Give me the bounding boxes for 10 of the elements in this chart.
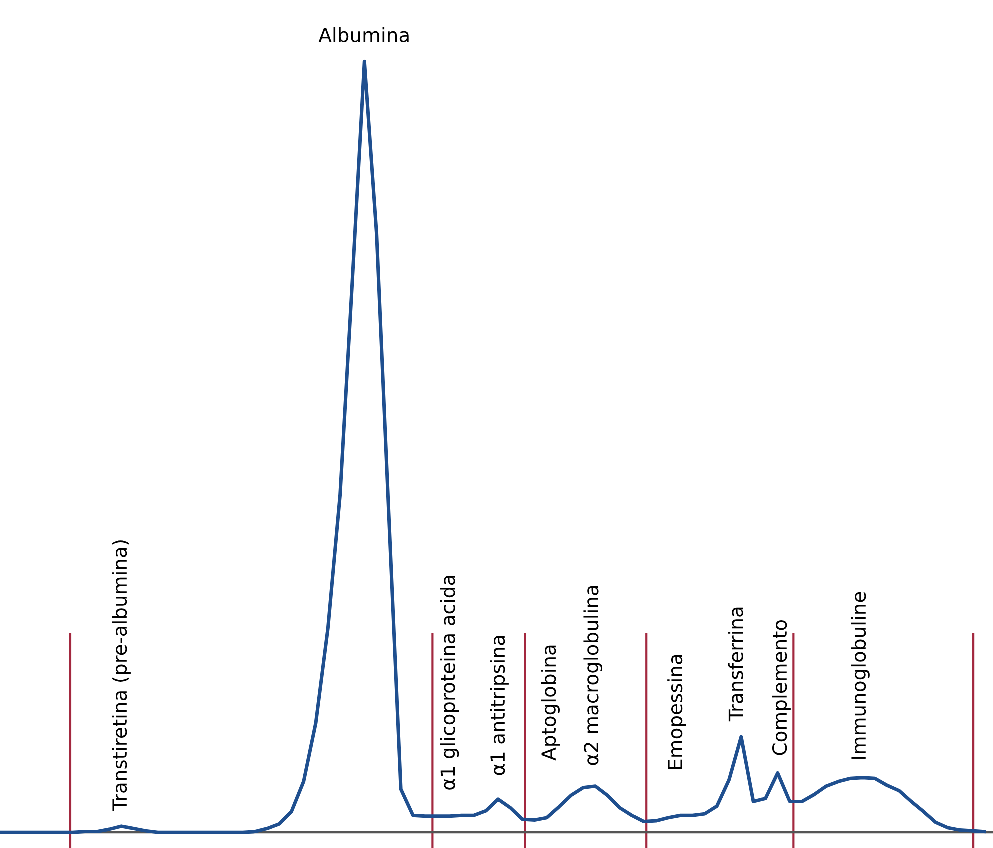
annotation: Complemento [772, 620, 791, 756]
annotation: Immunoglobuline [851, 592, 870, 759]
annotation: α1 antitripsina [490, 636, 509, 776]
annotation: α1 glicoproteina acida [440, 576, 460, 790]
annotation: Emopessina [668, 655, 686, 769]
annotation: Transferrina [728, 608, 744, 722]
annotation: Aptoglobina [541, 646, 560, 761]
annotation: Transtiretina (pre-albumina) [112, 540, 131, 812]
text: Albumina [318, 27, 409, 42]
annotation: α2 macroglobulina [584, 586, 603, 766]
